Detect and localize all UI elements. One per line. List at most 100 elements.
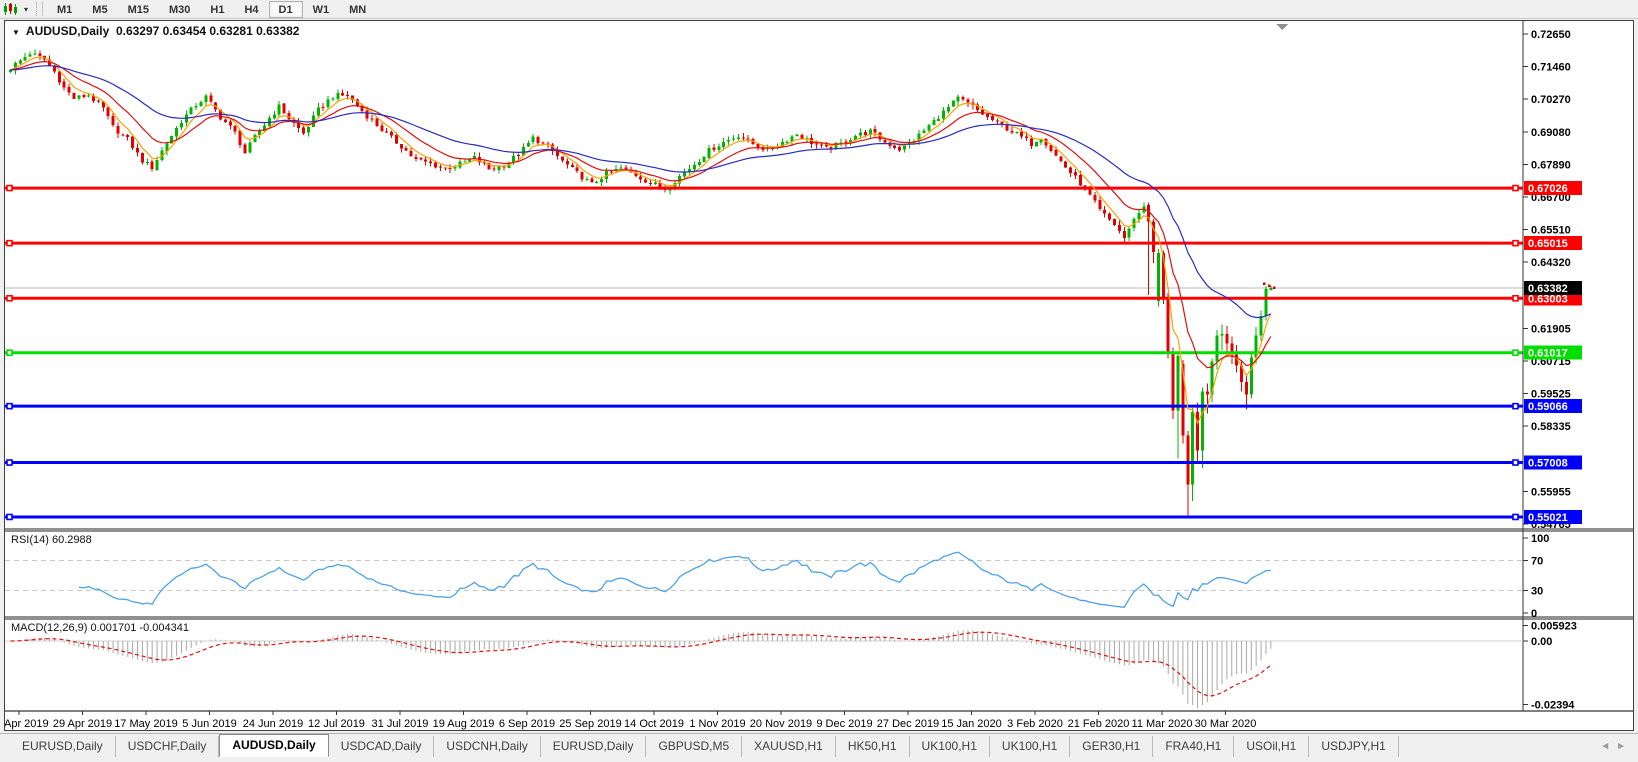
objects-dropdown-icon[interactable]: ▼ bbox=[12, 28, 20, 37]
chart-tab-12-FRA40H1[interactable]: FRA40,H1 bbox=[1153, 736, 1235, 757]
chart-tab-14-USDJPYH1[interactable]: USDJPY,H1 bbox=[1309, 736, 1399, 757]
svg-text:0.70270: 0.70270 bbox=[1531, 94, 1571, 106]
svg-text:15 Jan 2020: 15 Jan 2020 bbox=[941, 718, 1002, 730]
chart-type-icon[interactable] bbox=[0, 1, 20, 17]
timeframe-button-D1[interactable]: D1 bbox=[268, 0, 303, 18]
svg-text:0.71460: 0.71460 bbox=[1531, 62, 1571, 74]
axis-price-label-0.61017 bbox=[1524, 345, 1582, 360]
axis-price-label-0.57008 bbox=[1524, 455, 1582, 470]
chart-tab-13-USOilH1[interactable]: USOil,H1 bbox=[1234, 736, 1310, 757]
timeframe-button-MN[interactable]: MN bbox=[349, 3, 367, 16]
timeframe-button-M30[interactable]: M30 bbox=[168, 3, 191, 16]
chart-title: ▼ AUDUSD,Daily 0.63297 0.63454 0.63281 0.… bbox=[12, 24, 299, 38]
chart-ohlc-values: 0.63297 0.63454 0.63281 0.63382 bbox=[115, 24, 300, 38]
axis-price-label-0.67026 bbox=[1524, 181, 1582, 196]
svg-text:10 Apr 2019: 10 Apr 2019 bbox=[5, 718, 49, 730]
svg-text:0.55955: 0.55955 bbox=[1531, 486, 1571, 498]
macd-panel bbox=[5, 630, 1523, 709]
toolbar-separator bbox=[36, 2, 43, 16]
chart-canvas[interactable]: 0.726500.714600.702700.690800.678900.667… bbox=[5, 21, 1633, 730]
svg-text:0.59066: 0.59066 bbox=[1528, 401, 1568, 413]
candlestick-chart-icon bbox=[4, 2, 17, 15]
axis-price-label-0.63382 bbox=[1524, 280, 1582, 295]
price-axis: 0.726500.714600.702700.690800.678900.667… bbox=[5, 21, 1633, 730]
ma-line-slow bbox=[10, 65, 1271, 319]
svg-text:-0.02394: -0.02394 bbox=[1531, 700, 1575, 712]
chart-type-dropdown-caret[interactable]: ▾ bbox=[23, 4, 28, 14]
svg-text:1 Nov 2019: 1 Nov 2019 bbox=[689, 718, 745, 730]
chart-shift-marker bbox=[1276, 24, 1288, 30]
svg-text:30: 30 bbox=[1531, 586, 1543, 598]
axis-price-label-0.65015 bbox=[1524, 236, 1582, 251]
svg-text:0.58335: 0.58335 bbox=[1531, 421, 1571, 433]
svg-text:0.63382: 0.63382 bbox=[1528, 283, 1568, 295]
svg-text:14 Oct 2019: 14 Oct 2019 bbox=[624, 718, 684, 730]
svg-text:17 May 2019: 17 May 2019 bbox=[114, 718, 178, 730]
macd-indicator-label: MACD(12,26,9) 0.001701 -0.004341 bbox=[11, 622, 189, 634]
svg-text:30 Mar 2020: 30 Mar 2020 bbox=[1195, 718, 1257, 730]
chart-tab-4-USDCNHDaily[interactable]: USDCNH,Daily bbox=[434, 736, 541, 757]
svg-text:0.64320: 0.64320 bbox=[1531, 257, 1571, 269]
macd-signal-line bbox=[10, 631, 1272, 697]
svg-text:0.72650: 0.72650 bbox=[1531, 29, 1571, 41]
svg-text:0: 0 bbox=[1531, 608, 1537, 620]
svg-text:0.69080: 0.69080 bbox=[1531, 127, 1571, 139]
svg-text:3 Feb 2020: 3 Feb 2020 bbox=[1007, 718, 1063, 730]
timeframe-button-M1[interactable]: M1 bbox=[57, 3, 73, 16]
chart-tab-10-UK100H1[interactable]: UK100,H1 bbox=[990, 736, 1071, 757]
svg-text:12 Jul 2019: 12 Jul 2019 bbox=[308, 718, 365, 730]
svg-text:0.61905: 0.61905 bbox=[1531, 323, 1571, 335]
chart-tab-9-UK100H1[interactable]: UK100,H1 bbox=[910, 736, 990, 757]
svg-text:0.67890: 0.67890 bbox=[1531, 159, 1571, 171]
rsi-panel bbox=[5, 551, 1523, 608]
svg-text:0.55021: 0.55021 bbox=[1528, 512, 1568, 524]
svg-text:25 Sep 2019: 25 Sep 2019 bbox=[559, 718, 621, 730]
svg-text:27 Dec 2019: 27 Dec 2019 bbox=[877, 718, 939, 730]
chart-tab-11-GER30H1[interactable]: GER30,H1 bbox=[1070, 736, 1154, 757]
svg-text:0.00: 0.00 bbox=[1531, 636, 1552, 648]
main-panel bbox=[5, 24, 1523, 517]
rsi-line bbox=[78, 551, 1271, 608]
svg-text:0.61017: 0.61017 bbox=[1528, 348, 1568, 360]
svg-text:0.63003: 0.63003 bbox=[1528, 293, 1568, 305]
chart-tabs-bar: EURUSD,Daily USDCHF,Daily AUDUSD,Daily USDC… bbox=[0, 733, 1638, 757]
svg-text:0.67026: 0.67026 bbox=[1528, 183, 1568, 195]
svg-text:11 Mar 2020: 11 Mar 2020 bbox=[1132, 718, 1193, 730]
timeframe-button-M5[interactable]: M5 bbox=[92, 3, 108, 16]
chart-tab-2-AUDUSDDaily[interactable]: AUDUSD,Daily bbox=[219, 734, 329, 757]
ma-line-fast bbox=[10, 56, 1272, 425]
chart-tab-5-EURUSDDaily[interactable]: EURUSD,Daily bbox=[541, 736, 647, 757]
svg-text:6 Sep 2019: 6 Sep 2019 bbox=[499, 718, 555, 730]
svg-text:5 Jun 2019: 5 Jun 2019 bbox=[182, 718, 236, 730]
svg-text:24 Jun 2019: 24 Jun 2019 bbox=[243, 718, 304, 730]
tabs-scroll-left[interactable]: ◄ bbox=[1600, 741, 1617, 752]
timeframe-button-M15[interactable]: M15 bbox=[127, 3, 149, 16]
chart-tab-3-USDCADDaily[interactable]: USDCAD,Daily bbox=[329, 736, 435, 757]
top-toolbar: ▾ M1 M5 M15 M30 H1 H4 D1 W1 MN bbox=[0, 0, 1638, 19]
chart-tab-7-XAUUSDH1[interactable]: XAUUSD,H1 bbox=[742, 736, 836, 757]
chart-tab-0-EURUSDDaily[interactable]: EURUSD,Daily bbox=[10, 736, 116, 757]
chart-tab-1-USDCHFDaily[interactable]: USDCHF,Daily bbox=[116, 736, 220, 757]
horizontal-lines-group bbox=[5, 184, 1523, 521]
moving-averages-group bbox=[10, 56, 1272, 425]
chart-tab-8-HK50H1[interactable]: HK50,H1 bbox=[836, 736, 910, 757]
rsi-indicator-label: RSI(14) 60.2988 bbox=[11, 534, 92, 546]
chart-symbol-label: AUDUSD,Daily bbox=[25, 24, 110, 38]
svg-text:0.65015: 0.65015 bbox=[1528, 238, 1568, 250]
svg-text:0.005923: 0.005923 bbox=[1531, 620, 1577, 632]
tabs-scroll-right[interactable]: ► bbox=[1616, 741, 1632, 752]
svg-text:70: 70 bbox=[1531, 556, 1543, 568]
chart-tab-6-GBPUSDM5[interactable]: GBPUSD,M5 bbox=[646, 736, 743, 757]
svg-text:0.59525: 0.59525 bbox=[1531, 389, 1571, 401]
svg-text:100: 100 bbox=[1531, 533, 1549, 545]
svg-text:21 Feb 2020: 21 Feb 2020 bbox=[1068, 718, 1130, 730]
svg-text:29 Apr 2019: 29 Apr 2019 bbox=[53, 718, 112, 730]
ma-line-medium bbox=[10, 60, 1272, 369]
timeframe-button-H1[interactable]: H1 bbox=[210, 3, 225, 16]
svg-text:0.65510: 0.65510 bbox=[1531, 225, 1571, 237]
timeframe-button-W1[interactable]: W1 bbox=[312, 3, 330, 16]
svg-text:20 Nov 2019: 20 Nov 2019 bbox=[750, 718, 812, 730]
svg-text:19 Aug 2019: 19 Aug 2019 bbox=[433, 718, 495, 730]
chart-window: ▼ AUDUSD,Daily 0.63297 0.63454 0.63281 0.… bbox=[4, 20, 1634, 731]
timeframe-button-H4[interactable]: H4 bbox=[244, 3, 259, 16]
